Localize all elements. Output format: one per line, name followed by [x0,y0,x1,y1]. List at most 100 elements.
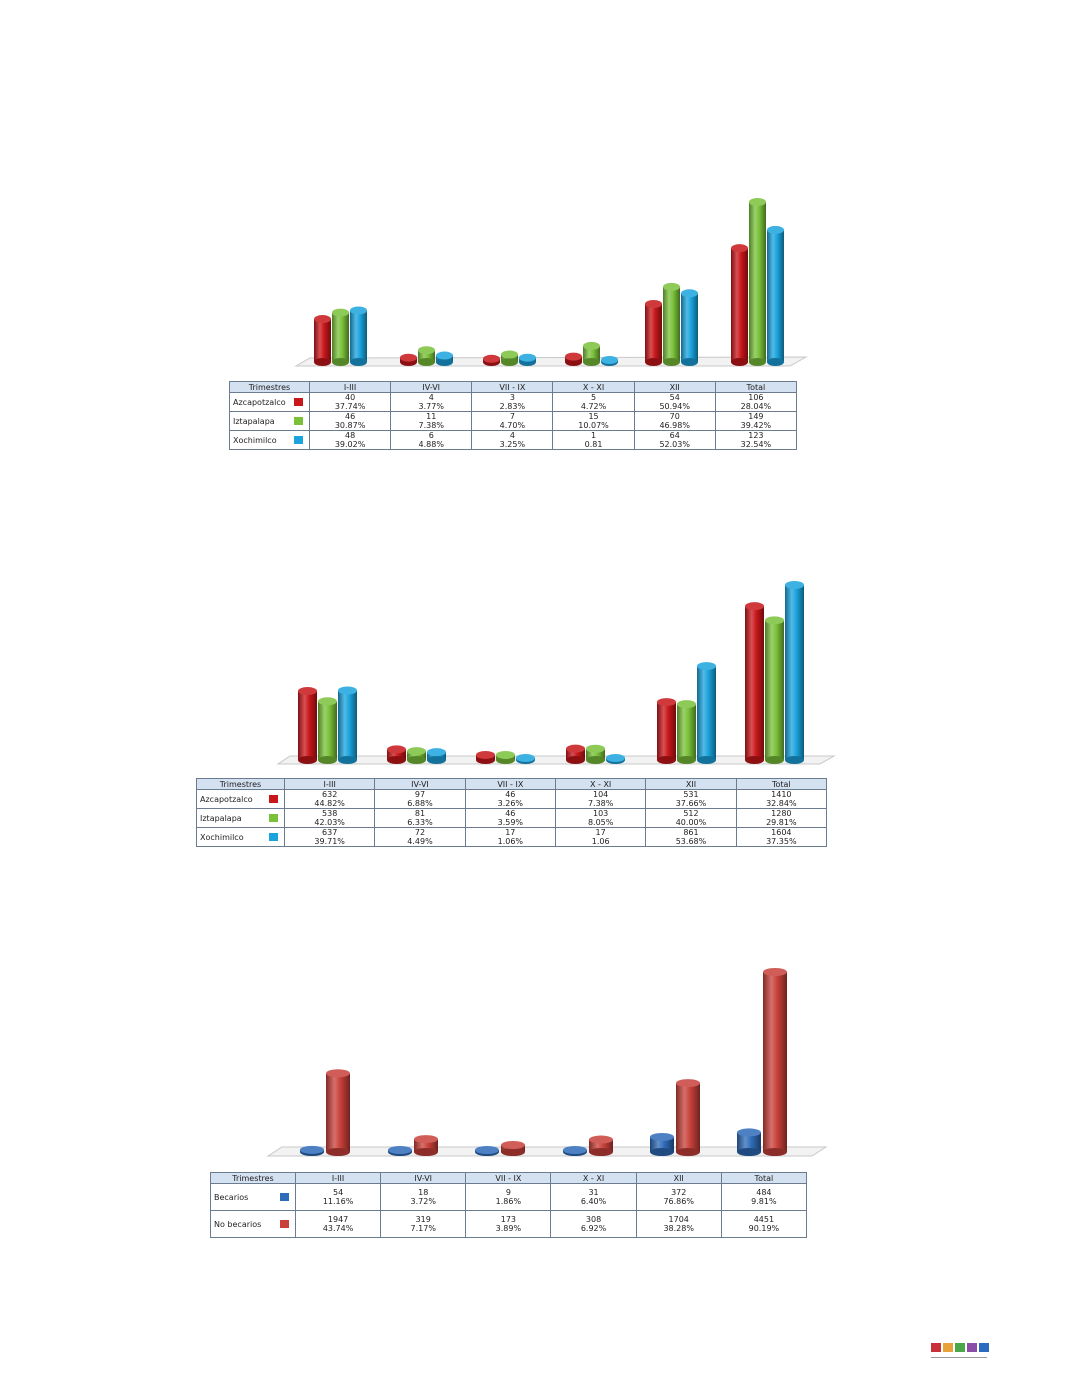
table-cell: 308 6.92% [550,1210,637,1238]
cell-percent: 2.83% [499,402,526,411]
table-header-row: Trimestres I-III IV-VI VII - IX X - XI XII Tot… [229,381,798,393]
table-cell: 4 3.25% [471,430,554,450]
cell-value: 1704 [668,1215,689,1224]
table-header-cell: IV-VI [374,778,466,790]
bar-xochimilco-3 [516,754,535,764]
table-cell: 531 37.66% [645,789,737,809]
chart-3-data-table: Trimestres I-III IV-VI VII - IX X - XI XII Tot… [210,1172,808,1238]
bar-iztapalapa-5 [663,282,680,366]
table-cell: 637 39.71% [283,827,376,847]
bar-becarios-6 [737,1128,761,1156]
series-name: Azcapotzalco [233,397,286,407]
table-header-trimestres: Trimestres [210,1172,296,1184]
cell-percent: 50.94% [659,402,690,411]
bar-iztapalapa-2 [418,346,435,366]
cell-percent: 29.81% [766,818,797,827]
cell-percent: 40.00% [675,818,707,827]
legend-swatch [269,814,278,822]
footer-square [979,1343,989,1352]
cell-value: 531 [683,790,699,799]
table-row: No becarios 1947 43.74% 319 7.17% 173 3.89% 308… [210,1210,808,1238]
cell-value: 17 [595,828,606,837]
table-cell: 11 7.38% [390,411,473,431]
bar-iztapalapa-2 [407,747,426,764]
cell-percent: 43.74% [322,1224,354,1233]
cell-value: 1 [591,431,597,440]
cell-value: 15 [588,412,599,421]
cell-percent: 3.59% [497,818,524,827]
series-label: Xochimilco [229,430,310,450]
legend-swatch [294,436,303,444]
cell-percent: 1.06 [591,837,610,846]
cell-value: 106 [748,393,764,402]
cell-value: 70 [669,412,680,421]
cell-value: 46 [505,809,516,818]
table-header-cell: IV-VI [380,1172,467,1184]
bar-iztapalapa-4 [583,341,600,366]
cell-percent: 76.86% [663,1197,694,1206]
bar-xochimilco-2 [436,351,453,366]
legend-swatch [280,1220,289,1228]
table-cell: 1704 38.28% [635,1210,722,1238]
cell-value: 31 [588,1188,599,1197]
bar-azcapotzalco-6 [745,602,764,764]
series-name: Xochimilco [200,832,244,842]
cell-percent: 39.71% [314,837,345,846]
table-cell: 484 9.81% [720,1183,808,1211]
cell-percent: 37.66% [675,799,707,808]
table-cell: 372 76.86% [635,1183,722,1211]
table-header-cell: VII - IX [465,1172,552,1184]
bar-xochimilco-5 [681,289,698,366]
chart-1-plot [294,198,808,367]
bar-iztapalapa-3 [496,750,515,764]
cell-percent: 4.72% [580,402,607,411]
cell-percent: 37.74% [334,402,366,411]
cell-value: 9 [505,1188,511,1197]
bar-azcapotzalco-5 [645,300,662,366]
cell-percent: 39.42% [740,421,772,430]
cell-percent: 46.98% [659,421,690,430]
footer-divider [931,1357,987,1358]
bar-xochimilco-5 [697,662,716,764]
cell-percent: 10.07% [578,421,609,430]
cell-value: 7 [509,412,515,421]
bar-azcapotzalco-3 [476,750,495,764]
bar-becarios-1 [300,1145,324,1156]
series-name: Iztapalapa [200,813,242,823]
table-header-cell: Total [720,1172,808,1184]
series-label: Becarios [210,1183,296,1211]
bar-becarios-2 [388,1146,412,1156]
cell-value: 17 [505,828,516,837]
cell-percent: 0.81 [584,440,603,449]
cell-value: 308 [585,1215,602,1224]
chart-2-data-table: Trimestres I-III IV-VI VII - IX X - XI XII Tot… [196,778,828,847]
table-header-cell: I-III [294,1172,382,1184]
cell-percent: 90.19% [748,1224,780,1233]
cell-value: 54 [332,1188,344,1197]
footer-square [955,1343,965,1352]
bar-iztapalapa-6 [749,198,766,366]
table-cell: 18 3.72% [380,1183,467,1211]
table-cell: 72 4.49% [374,827,466,847]
cell-value: 173 [500,1215,517,1224]
cell-value: 1947 [327,1215,349,1224]
cell-value: 72 [414,828,426,837]
bar-azcapotzalco-3 [483,354,500,366]
cell-percent: 6.40% [580,1197,607,1206]
cell-value: 632 [322,790,338,799]
series-name: Iztapalapa [233,416,275,426]
legend-swatch [294,417,303,425]
table-cell: 319 7.17% [380,1210,467,1238]
cell-value: 4 [509,431,515,440]
cell-value: 6 [428,431,434,440]
bar-azcapotzalco-5 [657,698,676,764]
bar-iztapalapa-5 [677,700,696,764]
cell-value: 54 [669,393,680,402]
cell-percent: 4.49% [407,837,433,846]
footer-square [931,1343,941,1352]
cell-value: 5 [591,393,597,402]
cell-value: 1410 [771,790,792,799]
legend-swatch [280,1193,289,1201]
footer-square [943,1343,953,1352]
series-name: Becarios [214,1192,249,1202]
